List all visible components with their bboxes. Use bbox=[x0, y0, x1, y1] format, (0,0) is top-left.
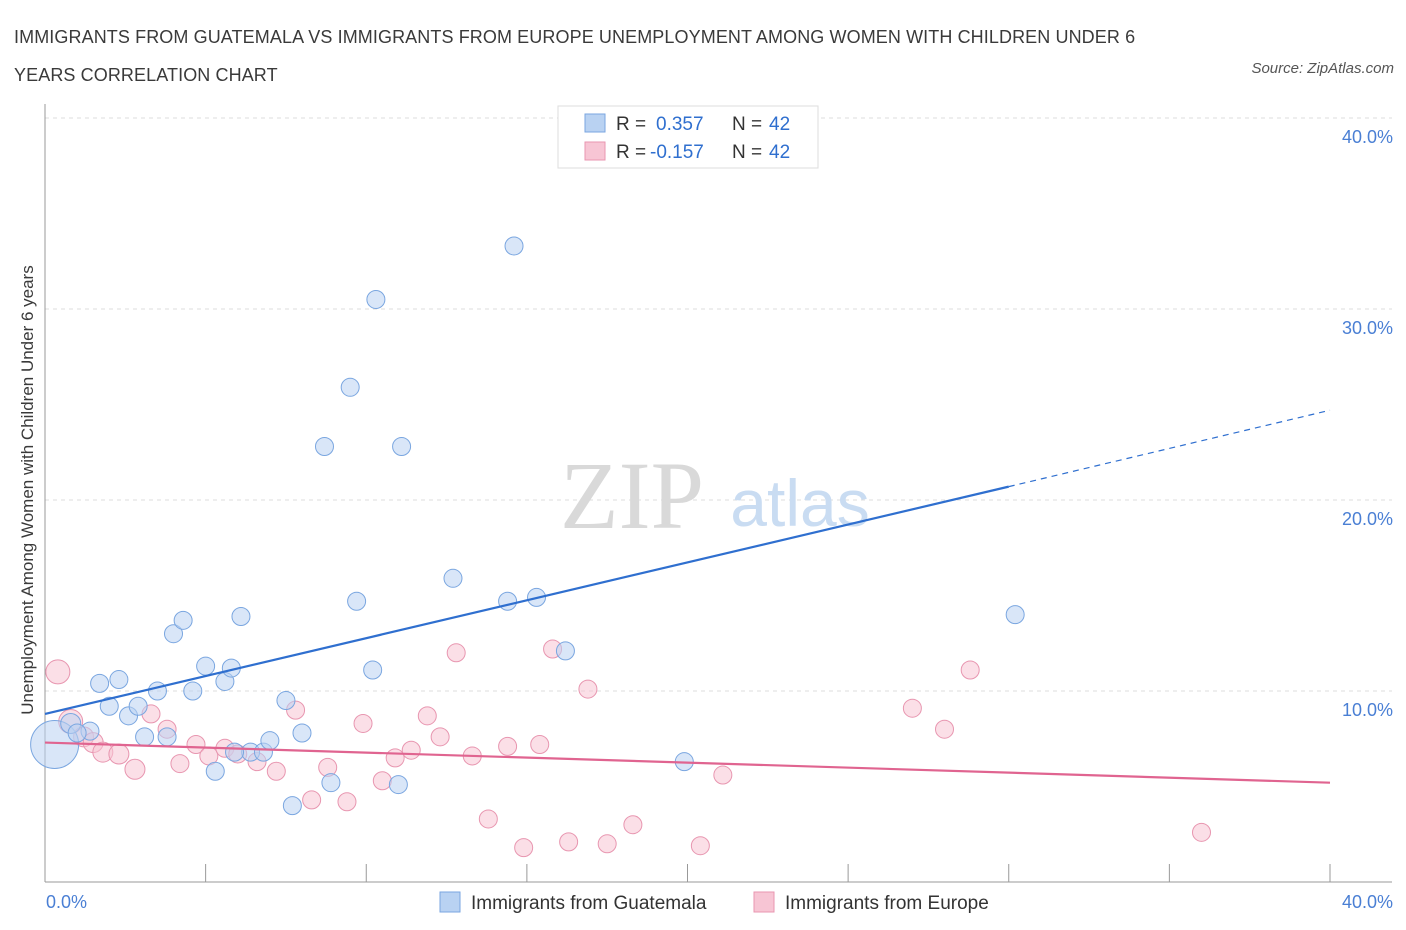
series-guatemala-points bbox=[30, 236, 1025, 816]
data-point-guatemala bbox=[99, 696, 119, 716]
legend-n-label-2: N = bbox=[732, 142, 762, 163]
data-point-europe bbox=[417, 706, 437, 726]
y-tick-label: 20.0% bbox=[1342, 509, 1393, 529]
data-point-guatemala bbox=[363, 660, 383, 680]
legend-swatch-europe bbox=[584, 141, 606, 161]
data-point-guatemala bbox=[109, 670, 129, 690]
data-point-europe bbox=[902, 698, 922, 718]
data-point-europe bbox=[559, 832, 579, 852]
data-point-europe bbox=[623, 815, 643, 835]
data-point-europe bbox=[372, 771, 392, 791]
data-point-europe bbox=[478, 809, 498, 829]
axes bbox=[44, 104, 1392, 883]
data-point-europe bbox=[186, 734, 206, 754]
y-tick-label: 10.0% bbox=[1342, 700, 1393, 720]
data-point-europe bbox=[578, 679, 598, 699]
data-point-europe bbox=[45, 659, 71, 685]
data-point-europe bbox=[690, 836, 710, 856]
data-point-europe bbox=[124, 758, 146, 780]
data-point-europe bbox=[302, 790, 322, 810]
bottom-legend-swatch-europe bbox=[753, 891, 775, 913]
data-point-guatemala bbox=[196, 656, 216, 676]
data-point-guatemala bbox=[314, 437, 334, 457]
data-point-europe bbox=[430, 727, 450, 747]
data-point-guatemala bbox=[231, 607, 251, 627]
data-point-europe bbox=[266, 761, 286, 781]
data-point-guatemala bbox=[443, 568, 463, 588]
data-point-europe bbox=[530, 734, 550, 754]
data-point-guatemala bbox=[67, 723, 87, 743]
data-point-europe bbox=[960, 660, 980, 680]
data-point-guatemala bbox=[282, 796, 302, 816]
data-point-europe bbox=[498, 736, 518, 756]
data-point-europe bbox=[353, 713, 373, 733]
data-point-guatemala bbox=[276, 691, 296, 711]
watermark: ZIP atlas bbox=[560, 442, 870, 549]
trend-lines bbox=[44, 409, 1331, 784]
data-point-europe bbox=[597, 834, 617, 854]
bottom-legend-label-guatemala: Immigrants from Guatemala bbox=[471, 893, 707, 914]
data-point-europe bbox=[1192, 822, 1211, 842]
legend-n-label-1: N = bbox=[732, 114, 762, 135]
data-point-guatemala bbox=[392, 437, 412, 457]
bottom-legend: Immigrants from Guatemala Immigrants fro… bbox=[439, 891, 989, 914]
data-point-guatemala bbox=[90, 673, 110, 693]
data-point-guatemala bbox=[225, 742, 245, 762]
data-point-guatemala bbox=[205, 761, 225, 781]
top-legend: R = 0.357 N = 42 R = -0.157 N = 42 bbox=[557, 105, 819, 169]
trend-line-europe bbox=[44, 741, 1331, 784]
data-point-guatemala bbox=[135, 727, 155, 747]
data-point-guatemala bbox=[260, 731, 280, 751]
watermark-atlas: atlas bbox=[730, 466, 869, 540]
data-point-europe bbox=[337, 792, 357, 812]
data-point-europe bbox=[108, 743, 130, 765]
data-point-guatemala bbox=[147, 681, 167, 701]
data-point-guatemala bbox=[555, 641, 575, 661]
x-tick-label-max: 40.0% bbox=[1342, 892, 1393, 912]
data-point-europe bbox=[935, 719, 954, 739]
series-europe-points bbox=[45, 639, 1211, 858]
legend-r-label-2: R = bbox=[616, 142, 646, 163]
trend-line-guatemala-extension bbox=[1008, 409, 1331, 488]
tick-labels: 10.0% 20.0% 30.0% 40.0% 0.0% 40.0% bbox=[46, 127, 1393, 912]
legend-r-value-2: -0.157 bbox=[650, 142, 704, 163]
legend-r-label-1: R = bbox=[616, 114, 646, 135]
data-point-guatemala bbox=[366, 289, 386, 309]
data-point-guatemala bbox=[173, 610, 193, 630]
data-point-guatemala bbox=[292, 723, 312, 743]
data-point-guatemala bbox=[321, 773, 341, 793]
watermark-zip: ZIP bbox=[560, 442, 704, 549]
data-point-europe bbox=[514, 838, 534, 858]
data-point-guatemala bbox=[164, 624, 183, 644]
data-point-guatemala bbox=[183, 681, 203, 701]
data-point-guatemala bbox=[388, 775, 408, 795]
data-point-guatemala bbox=[128, 696, 148, 716]
legend-r-value-1: 0.357 bbox=[656, 114, 704, 135]
data-point-guatemala bbox=[1005, 605, 1025, 625]
data-point-guatemala bbox=[347, 591, 367, 611]
data-point-europe bbox=[385, 748, 405, 768]
y-tick-label: 30.0% bbox=[1342, 318, 1393, 338]
x-tick-label-min: 0.0% bbox=[46, 892, 87, 912]
legend-swatch-guatemala bbox=[584, 113, 606, 133]
chart-title: IMMIGRANTS FROM GUATEMALA VS IMMIGRANTS … bbox=[14, 27, 1136, 85]
data-point-guatemala bbox=[498, 591, 518, 611]
legend-n-value-1: 42 bbox=[769, 114, 790, 135]
legend-n-value-2: 42 bbox=[769, 142, 790, 163]
chart-source: Source: ZipAtlas.com bbox=[1251, 60, 1394, 77]
data-point-europe bbox=[713, 765, 733, 785]
y-tick-label: 40.0% bbox=[1342, 127, 1393, 147]
data-point-europe bbox=[401, 740, 421, 760]
bottom-legend-swatch-guatemala bbox=[439, 891, 461, 913]
grid-lines bbox=[45, 117, 1392, 692]
data-point-guatemala bbox=[504, 236, 524, 256]
data-point-europe bbox=[170, 754, 190, 774]
trend-line-guatemala bbox=[44, 485, 1010, 715]
bottom-legend-label-europe: Immigrants from Europe bbox=[785, 893, 989, 914]
data-point-guatemala bbox=[157, 727, 177, 747]
data-point-europe bbox=[446, 643, 466, 663]
data-point-guatemala bbox=[340, 377, 360, 397]
